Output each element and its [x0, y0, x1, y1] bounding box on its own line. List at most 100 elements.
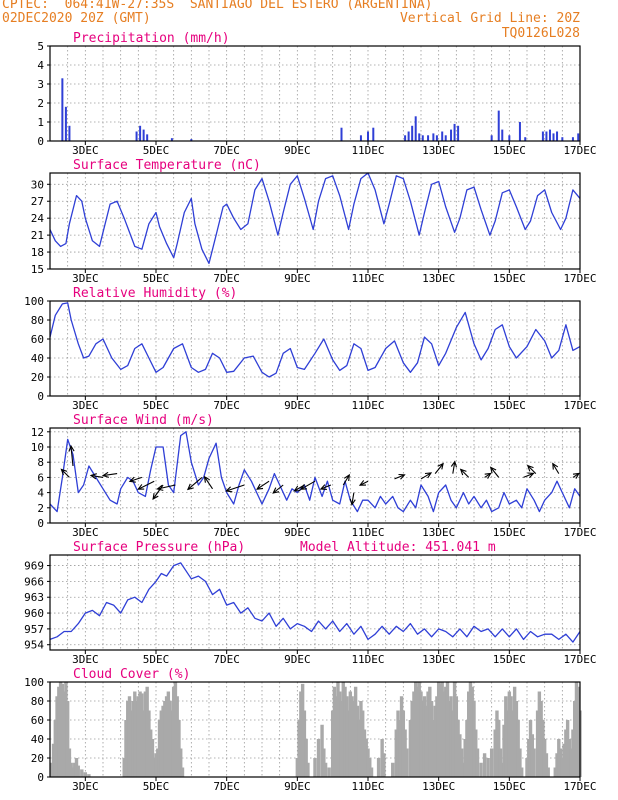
x-tick-label: 15DEC [493, 144, 526, 157]
y-tick-label: 18 [31, 246, 44, 259]
precipitation-bar [340, 127, 343, 141]
x-tick-label: 15DEC [493, 526, 526, 539]
cloud-cover-bar [362, 729, 367, 777]
y-tick-label: 5 [37, 40, 44, 53]
x-tick-label: 9DEC [284, 780, 311, 793]
x-tick-label: 15DEC [493, 780, 526, 793]
cloud-cover-bar [346, 710, 351, 777]
x-tick-label: 3DEC [72, 653, 99, 666]
x-tick-label: 7DEC [213, 653, 240, 666]
precipitation-bar [518, 122, 521, 141]
y-tick-label: 24 [31, 212, 45, 225]
x-tick-label: 5DEC [143, 144, 170, 157]
x-tick-label: 5DEC [143, 526, 170, 539]
panel-frame [49, 300, 581, 397]
precipitation-bar [441, 131, 444, 141]
header-location: SANTIAGO DEL ESTERO (ARGENTINA) [189, 0, 433, 12]
cloud-cover-bar [396, 710, 400, 777]
x-tick-label: 3DEC [72, 144, 99, 157]
cloud-cover-bar [73, 762, 77, 777]
wind-arrow [103, 473, 118, 477]
cloud-cover-bar [440, 682, 444, 777]
y-tick-label: 960 [24, 607, 44, 620]
wind-arrow [452, 461, 456, 474]
wind-arrow [490, 467, 500, 478]
cloud-cover-bar [456, 720, 460, 777]
x-tick-label: 13DEC [422, 272, 455, 285]
cloud-cover-bar [399, 696, 404, 777]
precipitation-bar [490, 135, 493, 141]
cloud-cover-bar [391, 762, 395, 777]
cloud-cover-bar [168, 701, 172, 777]
precipitation-bar [561, 137, 564, 141]
cloud-cover-bar [472, 701, 476, 777]
y-tick-label: 40 [31, 352, 44, 365]
cloud-cover-bar [417, 682, 421, 777]
x-tick-label: 11DEC [351, 780, 384, 793]
cloud-cover-bar [57, 686, 61, 777]
cloud-cover-bar [173, 682, 178, 777]
panel-title: Relative Humidity (%) [73, 286, 237, 301]
cloud-cover-bar [500, 762, 504, 777]
wind-arrow [359, 480, 369, 486]
y-tick-label: 2 [37, 97, 44, 110]
precipitation-bar [61, 78, 64, 141]
cloud-cover-bar [330, 710, 335, 777]
cloud-cover-bar [463, 739, 467, 777]
cloud-cover-bar [154, 753, 158, 777]
wind-arrow [137, 480, 155, 490]
cloud-cover-bar [467, 691, 471, 777]
cloud-cover-bar [546, 767, 550, 777]
cloud-cover-bar [539, 701, 543, 777]
cloud-cover-bar [376, 758, 381, 777]
wind-arrow-head [272, 487, 280, 494]
panel-frame [49, 554, 581, 651]
wind-arrow-head [527, 472, 535, 479]
x-tick-label: 3DEC [72, 399, 99, 412]
cloud-cover-bar [502, 724, 506, 777]
cloud-cover-bar [131, 701, 135, 777]
wind-arrow [70, 445, 74, 467]
panel-title: Surface Temperature (nC) [73, 158, 261, 173]
cloud-cover-bar [509, 696, 513, 777]
cloud-cover-bar [134, 701, 139, 777]
precipitation-bar [444, 135, 447, 141]
cloud-cover-bar [164, 696, 169, 777]
wind-arrow-head [572, 472, 580, 479]
cloud-cover-bar [55, 696, 59, 777]
cloud-cover-bar [444, 686, 448, 777]
wind-arrow-head [552, 462, 559, 470]
cloud-cover-bar [126, 701, 130, 777]
y-tick-label: 100 [24, 676, 44, 689]
cloud-cover-bar [447, 701, 451, 777]
y-tick-label: 27 [31, 195, 44, 208]
x-tick-label: 9DEC [284, 399, 311, 412]
cloud-cover-bar [438, 683, 443, 777]
cloud-cover-bar [129, 710, 133, 777]
cloud-cover-bar [458, 734, 462, 777]
y-tick-label: 0 [37, 390, 44, 403]
cloud-cover-bar [122, 758, 126, 777]
cloud-cover-bar [179, 748, 183, 777]
wind-arrow [129, 476, 143, 482]
cloud-cover-bar [368, 758, 372, 777]
y-tick-label: 969 [24, 560, 44, 573]
wind-arrow-head [68, 444, 75, 452]
cloud-cover-bar [573, 701, 577, 777]
cloud-cover-bar [348, 691, 353, 777]
x-tick-label: 7DEC [213, 272, 240, 285]
precipitation-bar [577, 133, 580, 141]
x-tick-label: 5DEC [143, 272, 170, 285]
cloud-cover-bar [369, 767, 374, 777]
cloud-cover-bar [343, 686, 347, 777]
y-tick-label: 6 [37, 471, 44, 484]
cloud-cover-bar [421, 701, 425, 777]
wind-arrow-head [89, 473, 97, 480]
x-tick-label: 3DEC [72, 780, 99, 793]
cloud-cover-bar [361, 710, 365, 777]
cloud-cover-bar [414, 682, 418, 777]
cloud-cover-bar [170, 710, 174, 777]
x-tick-label: 17DEC [563, 780, 596, 793]
cloud-cover-bar [475, 748, 480, 777]
cloud-cover-bar [410, 701, 414, 777]
